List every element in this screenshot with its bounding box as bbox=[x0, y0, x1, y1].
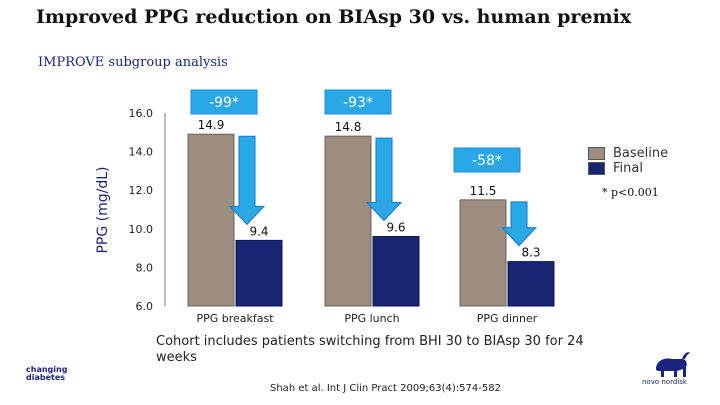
legend-item-baseline: Baseline bbox=[588, 146, 668, 161]
legend-swatch-final bbox=[588, 162, 605, 175]
reduction-arrow bbox=[500, 201, 538, 247]
y-axis-label: PPG (mg/dL) bbox=[95, 166, 111, 253]
logo-left-line-1: changing bbox=[26, 365, 68, 374]
legend-label-final: Final bbox=[613, 161, 643, 176]
reduction-callout-label: -58* bbox=[472, 153, 502, 169]
data-label-final: 8.3 bbox=[521, 246, 540, 260]
y-tick-label: 12.0 bbox=[129, 184, 154, 197]
x-tick-label: PPG breakfast bbox=[196, 312, 274, 325]
slide-subtitle: IMPROVE subgroup analysis bbox=[38, 55, 228, 70]
cohort-note: Cohort includes patients switching from … bbox=[156, 334, 584, 365]
y-tick-label: 14.0 bbox=[129, 146, 154, 159]
data-label-baseline: 14.8 bbox=[335, 120, 362, 134]
y-tick-label: 6.0 bbox=[136, 300, 154, 313]
bar-baseline bbox=[187, 133, 235, 307]
significance-footnote: * p<0.001 bbox=[602, 186, 659, 199]
bar-baseline bbox=[324, 135, 372, 307]
novo-nordisk-bull-icon bbox=[656, 352, 690, 377]
changing-diabetes-logo: changing diabetes bbox=[26, 366, 67, 382]
data-label-final: 9.4 bbox=[249, 224, 268, 238]
reduction-callout-box bbox=[453, 147, 521, 173]
y-tick-label: 16.0 bbox=[129, 107, 154, 120]
logo-left-line-2: diabetes bbox=[26, 373, 66, 382]
slide-title: Improved PPG reduction on BIAsp 30 vs. h… bbox=[36, 6, 632, 28]
reduction-arrow bbox=[228, 135, 266, 226]
x-tick-label: PPG lunch bbox=[344, 312, 399, 325]
bar-final bbox=[235, 239, 283, 307]
data-label-baseline: 11.5 bbox=[470, 184, 497, 198]
chart-legend: Baseline Final bbox=[588, 146, 668, 176]
legend-item-final: Final bbox=[588, 161, 668, 176]
bar-final bbox=[372, 236, 420, 307]
reduction-callout-box bbox=[190, 89, 258, 115]
novo-nordisk-wordmark: novo nordisk bbox=[642, 378, 687, 386]
data-label-baseline: 14.9 bbox=[198, 118, 225, 132]
reduction-callout-label: -93* bbox=[343, 95, 373, 111]
bar-baseline bbox=[459, 199, 507, 307]
reduction-callout-label: -99* bbox=[209, 95, 239, 111]
reduction-arrow bbox=[365, 137, 403, 222]
legend-label-baseline: Baseline bbox=[613, 146, 669, 161]
y-tick-label: 8.0 bbox=[136, 261, 154, 274]
bar-final bbox=[507, 261, 555, 307]
citation: Shah et al. Int J Clin Pract 2009;63(4):… bbox=[270, 383, 501, 394]
legend-swatch-baseline bbox=[588, 147, 605, 160]
y-tick-label: 10.0 bbox=[129, 223, 154, 236]
x-tick-label: PPG dinner bbox=[477, 312, 538, 325]
data-label-final: 9.6 bbox=[386, 221, 405, 235]
reduction-callout-box bbox=[324, 89, 392, 115]
